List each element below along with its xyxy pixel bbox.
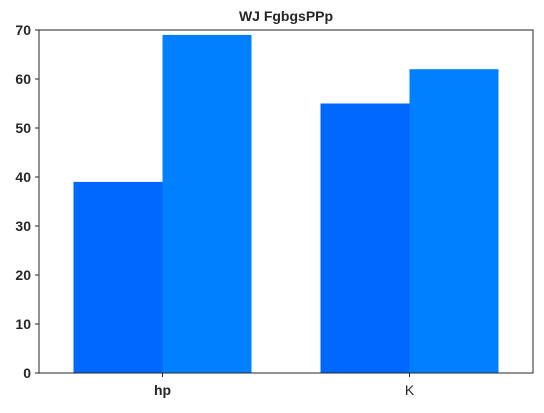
bar-hp-series-1 (73, 181, 163, 373)
bar-hp-series-2 (162, 34, 252, 374)
plot-frame (38, 29, 534, 374)
y-axis: 0 10 20 30 40 50 60 70 (15, 22, 39, 381)
y-tick-label: 70 (15, 22, 31, 38)
bar-k-series-2 (409, 69, 499, 373)
x-tick-label-k: K (405, 382, 415, 398)
x-axis: hp K (154, 373, 415, 398)
y-tick-label: 60 (15, 71, 31, 87)
chart-title: WJ FgbgsPPp (239, 8, 333, 24)
y-tick-label: 10 (15, 316, 31, 332)
y-tick-label: 40 (15, 169, 31, 185)
y-tick-label: 20 (15, 267, 31, 283)
plot-area (73, 34, 499, 374)
y-tick-label: 50 (15, 120, 31, 136)
y-tick-label: 30 (15, 218, 31, 234)
bar-k-series-1 (320, 103, 410, 373)
x-tick-label-hp: hp (154, 382, 171, 398)
y-tick-label: 0 (23, 365, 31, 381)
